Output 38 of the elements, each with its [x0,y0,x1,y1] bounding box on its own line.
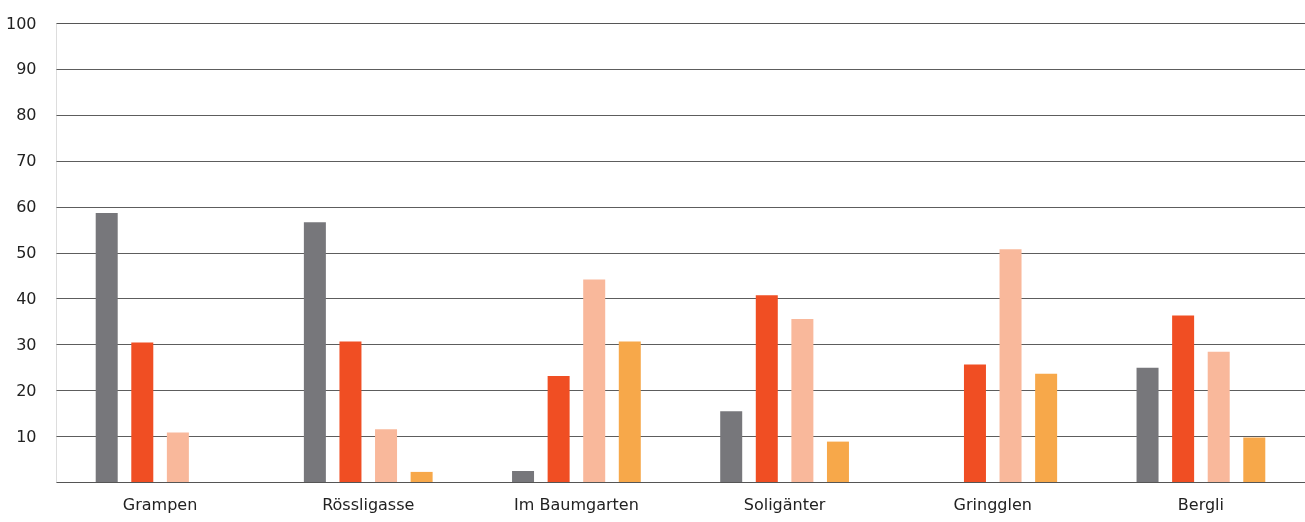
x-tick-label: Soligänter [743,494,826,514]
bar [755,295,778,482]
y-tick-label: 50 [16,243,37,262]
bar [720,411,743,482]
bar [166,432,189,482]
y-tick-label: 40 [16,288,37,308]
bar [791,319,814,482]
bar [339,341,362,482]
bar [583,279,606,482]
y-tick-label: 80 [16,105,37,125]
x-tick-label: Im Baumgarten [514,494,639,514]
y-tick-label: 60 [16,197,37,217]
bar [1243,437,1266,482]
y-tick-label: 20 [16,380,37,400]
y-tick-label: 90 [16,59,37,79]
bar [1172,315,1195,482]
x-tick-label: Bergli [1177,494,1224,514]
bar [410,471,433,482]
bar [963,364,986,482]
bar [303,222,326,482]
y-tick-label: 30 [16,334,37,354]
y-tick-label: 10 [16,426,37,446]
bar [547,375,570,482]
bar [618,341,641,482]
bar [375,429,398,482]
bar [1136,367,1159,482]
y-tick-label: 100 [5,13,37,33]
bar [512,470,535,482]
bar [1207,351,1230,482]
bar [95,213,118,482]
y-tick-label: 70 [16,151,37,171]
x-tick-label: Gringglen [953,494,1032,514]
bar [131,342,154,482]
x-tick-label: Rössligasse [322,494,415,514]
bar [826,441,849,482]
bar [1035,373,1058,482]
bar [999,249,1022,482]
x-tick-label: Grampen [122,494,198,514]
